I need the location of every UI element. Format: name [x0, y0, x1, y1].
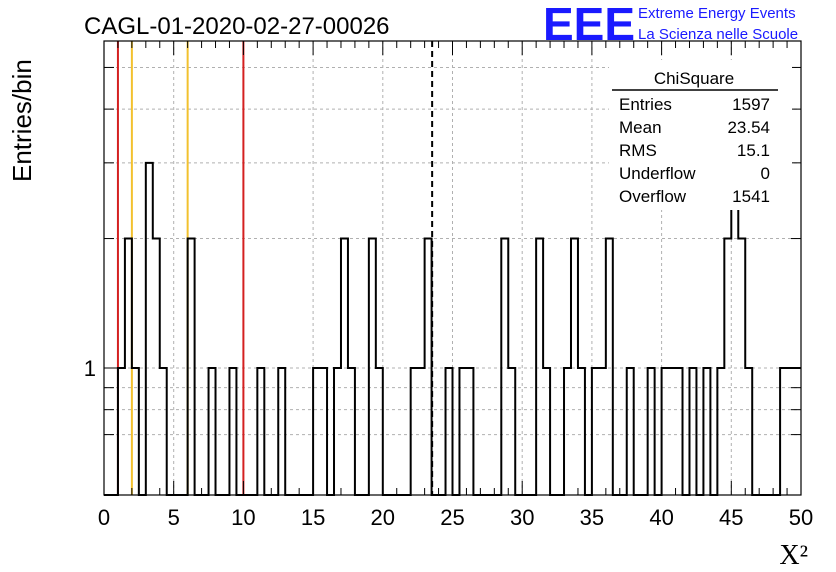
- histogram-bin: [599, 368, 606, 495]
- histogram-bin: [425, 239, 432, 495]
- histogram-bin: [229, 368, 236, 495]
- histogram-bin: [209, 368, 216, 495]
- histogram-bin: [780, 368, 787, 495]
- y-axis-label: Entries/bin: [7, 59, 37, 182]
- axis-ticks: [103, 41, 802, 495]
- x-axis-label: X²: [779, 540, 808, 571]
- histogram-bin: [648, 368, 655, 495]
- stats-box-background: [609, 60, 792, 210]
- histogram-bin: [578, 368, 585, 495]
- x-tick-label: 0: [98, 505, 110, 530]
- x-tick-label: 25: [440, 505, 464, 530]
- stats-value: 15.1: [737, 141, 770, 160]
- histogram-bin: [745, 368, 752, 495]
- y-tick-labels: 1: [84, 356, 96, 381]
- logo-line-1: Extreme Energy Events: [638, 5, 796, 22]
- stats-title: ChiSquare: [654, 69, 734, 88]
- histogram-bin: [320, 368, 327, 495]
- stats-value: 1541: [732, 187, 770, 206]
- histogram-bin: [418, 368, 425, 495]
- histogram-bin: [313, 368, 320, 495]
- stats-label: Underflow: [619, 164, 696, 183]
- x-tick-label: 45: [719, 505, 743, 530]
- histogram-bin: [257, 368, 264, 495]
- histogram-bin: [794, 368, 801, 495]
- stats-label: RMS: [619, 141, 657, 160]
- stats-value: 1597: [732, 95, 770, 114]
- histogram-bin: [564, 368, 571, 495]
- histogram-bin: [376, 368, 383, 495]
- histogram-bin: [132, 368, 139, 495]
- histogram-bin: [717, 368, 724, 495]
- histogram-bin: [662, 368, 669, 495]
- histogram-bin: [606, 239, 613, 495]
- histogram-bin: [125, 239, 132, 495]
- histogram-bin: [571, 239, 578, 495]
- histogram-bin: [160, 368, 167, 495]
- histogram-bin: [501, 239, 508, 495]
- histogram-bin: [334, 368, 341, 495]
- histogram-bin: [703, 368, 710, 495]
- x-tick-label: 20: [371, 505, 395, 530]
- x-tick-label: 30: [510, 505, 534, 530]
- histogram-bin: [446, 368, 453, 495]
- histogram-bin: [369, 239, 376, 495]
- stats-label: Entries: [619, 95, 672, 114]
- histogram-bin: [592, 368, 599, 495]
- x-tick-label: 15: [301, 505, 325, 530]
- histogram-bin: [153, 239, 160, 495]
- x-tick-label: 5: [168, 505, 180, 530]
- stats-label: Overflow: [619, 187, 687, 206]
- y-tick-label: 1: [84, 356, 96, 381]
- eee-logo: EEE Extreme Energy Events La Scienza nel…: [543, 0, 798, 50]
- x-tick-label: 40: [649, 505, 673, 530]
- histogram-bin: [459, 368, 466, 495]
- stats-label: Mean: [619, 118, 662, 137]
- x-tick-label: 50: [789, 505, 813, 530]
- logo-mark: EEE: [543, 0, 635, 50]
- x-tick-label: 35: [580, 505, 604, 530]
- x-tick-labels: 0 5 10 15 20 25 30 35 40 45 50: [98, 505, 813, 530]
- histogram-bin: [543, 368, 550, 495]
- histogram-bin: [738, 239, 745, 495]
- histogram-bin: [188, 239, 195, 495]
- histogram-bin: [411, 368, 418, 495]
- stats-value: 23.54: [727, 118, 770, 137]
- histogram-bin: [348, 368, 355, 495]
- histogram-bin: [146, 163, 153, 495]
- histogram-bin: [536, 239, 543, 495]
- histogram-bin: [669, 368, 676, 495]
- histogram-bin: [118, 368, 125, 495]
- histogram-bin: [787, 368, 794, 495]
- x-tick-label: 10: [231, 505, 255, 530]
- histogram-bin: [508, 368, 515, 495]
- histogram-bin: [724, 239, 731, 495]
- stats-value: 0: [761, 164, 770, 183]
- histogram-bin: [341, 239, 348, 495]
- histogram-bin: [466, 368, 473, 495]
- stats-box: ChiSquare Entries 1597 Mean 23.54 RMS 15.1 Und…: [609, 60, 792, 210]
- histogram-bin: [676, 368, 683, 495]
- histogram-bin: [278, 368, 285, 495]
- histogram-bin: [689, 368, 696, 495]
- stats-rows: Entries 1597 Mean 23.54 RMS 15.1 Underflow 0 Ove…: [619, 95, 770, 206]
- logo-line-2: La Scienza nelle Scuole: [638, 26, 798, 43]
- histogram-bin: [627, 368, 634, 495]
- chart-title: CAGL-01-2020-02-27-00026: [84, 13, 390, 40]
